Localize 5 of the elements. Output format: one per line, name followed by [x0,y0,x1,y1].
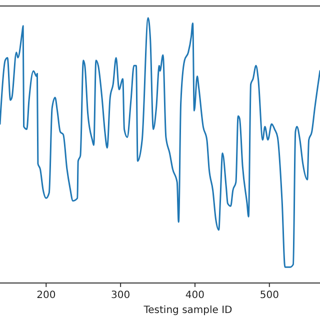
x-tick-label: 500 [260,290,279,301]
x-tick-label: 300 [111,290,130,301]
x-axis-title: Testing sample ID [142,305,233,316]
x-tick-label: 400 [185,290,205,301]
x-tick-label: 200 [36,290,56,301]
